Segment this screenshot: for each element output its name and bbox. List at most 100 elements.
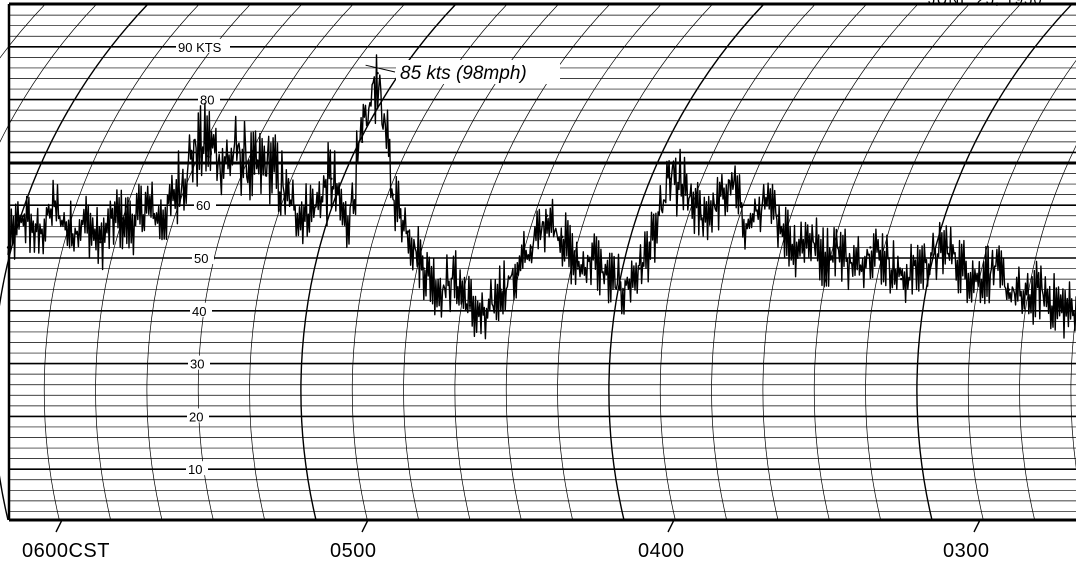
data-point bbox=[715, 204, 718, 207]
data-point bbox=[222, 161, 225, 165]
grid-arc bbox=[0, 3, 97, 143]
data-point bbox=[53, 204, 56, 207]
data-point bbox=[807, 235, 810, 239]
data-point bbox=[376, 72, 379, 75]
data-point bbox=[761, 204, 764, 207]
grid-arc bbox=[865, 3, 1021, 521]
grid-arc bbox=[711, 3, 867, 521]
data-point bbox=[422, 267, 425, 270]
grid-arc bbox=[608, 3, 765, 521]
grid-arc bbox=[95, 3, 251, 521]
series-line bbox=[7, 54, 1076, 340]
x-tick-label-0500: 0500 bbox=[330, 540, 377, 562]
data-point bbox=[268, 161, 271, 165]
grid-arc bbox=[43, 3, 200, 521]
data-point bbox=[869, 246, 872, 249]
header-date: JUNE 25, 1950 bbox=[928, 0, 1043, 8]
data-point bbox=[1054, 304, 1057, 307]
y-tick-label: 10 bbox=[188, 462, 202, 477]
y-tick-label-bg bbox=[188, 355, 210, 370]
data-point bbox=[1023, 299, 1026, 302]
data-point bbox=[176, 188, 179, 191]
speed-grid-lines bbox=[9, 14, 1076, 512]
data-point bbox=[83, 219, 87, 223]
data-point bbox=[992, 267, 995, 270]
data-point bbox=[1007, 288, 1011, 291]
grid-arc bbox=[146, 3, 303, 521]
data-point bbox=[746, 225, 749, 228]
y-tick-label: 80 bbox=[200, 93, 214, 108]
data-point bbox=[607, 277, 610, 281]
data-point bbox=[946, 246, 949, 249]
data-point bbox=[22, 214, 25, 217]
data-point bbox=[314, 204, 318, 207]
data-point bbox=[484, 320, 487, 323]
annotation-layer: 85 kts (98mph) bbox=[365, 60, 560, 84]
y-tick-label-bg bbox=[190, 302, 212, 317]
data-point bbox=[576, 267, 579, 270]
data-point bbox=[438, 288, 441, 291]
data-point bbox=[961, 267, 964, 270]
x-tick-label-0400: 0400 bbox=[638, 540, 685, 562]
data-point bbox=[345, 225, 348, 228]
x-axis-tick-marks bbox=[55, 519, 981, 533]
data-point bbox=[592, 256, 595, 260]
data-point bbox=[730, 182, 733, 186]
data-point bbox=[1069, 309, 1072, 312]
y-tick-label: 40 bbox=[192, 304, 206, 319]
grid-arc bbox=[1070, 313, 1076, 469]
series-layer bbox=[6, 54, 1076, 340]
peak-annotation: 85 kts (98mph) bbox=[400, 63, 527, 84]
x-tick-mark bbox=[361, 519, 369, 533]
data-point bbox=[915, 267, 918, 270]
grid-arc bbox=[249, 3, 405, 521]
data-point bbox=[68, 230, 71, 233]
data-point bbox=[930, 256, 934, 260]
plot-frame bbox=[7, 2, 1076, 522]
grid-arc bbox=[505, 3, 662, 521]
data-point bbox=[299, 214, 302, 217]
y-tick-label-bg bbox=[194, 197, 216, 212]
grid-arc bbox=[916, 3, 1073, 521]
annotation-bg bbox=[396, 60, 560, 84]
y-tick-label-bg bbox=[186, 461, 208, 476]
y-tick-label-bg bbox=[192, 250, 214, 264]
y-tick-label: 20 bbox=[189, 409, 203, 424]
y-tick-label: 90 KTS bbox=[178, 40, 222, 55]
x-tick-mark bbox=[973, 519, 981, 533]
data-point bbox=[130, 225, 133, 228]
data-point bbox=[37, 235, 40, 239]
data-point bbox=[145, 204, 148, 207]
data-point bbox=[1038, 288, 1042, 291]
data-point bbox=[160, 219, 164, 223]
data-point bbox=[114, 214, 118, 217]
data-point bbox=[699, 214, 703, 217]
annotation-leader bbox=[365, 64, 396, 73]
y-tick-label-bg bbox=[187, 408, 209, 423]
data-point bbox=[191, 151, 194, 154]
data-point bbox=[669, 177, 672, 180]
y-tick-label: 30 bbox=[190, 357, 204, 372]
grid-arc bbox=[197, 3, 354, 521]
data-point bbox=[561, 235, 564, 239]
data-point bbox=[468, 304, 472, 307]
data-point bbox=[284, 193, 287, 196]
data-point bbox=[361, 140, 364, 144]
grid-arc bbox=[762, 3, 919, 521]
grid-arc bbox=[1019, 145, 1076, 521]
data-point bbox=[545, 214, 549, 217]
data-point bbox=[884, 256, 887, 260]
data-point bbox=[823, 256, 826, 260]
data-point bbox=[99, 240, 102, 244]
x-tick-mark bbox=[55, 519, 63, 533]
data-point bbox=[237, 151, 241, 154]
grid-arc bbox=[967, 60, 1076, 521]
x-tick-label-0300: 0300 bbox=[943, 540, 990, 562]
data-point bbox=[499, 288, 502, 291]
y-tick-label: 60 bbox=[196, 198, 210, 213]
time-grid-arcs bbox=[0, 3, 1076, 521]
x-tick-label-0600: 0600CST bbox=[22, 540, 110, 562]
data-point bbox=[515, 272, 518, 276]
